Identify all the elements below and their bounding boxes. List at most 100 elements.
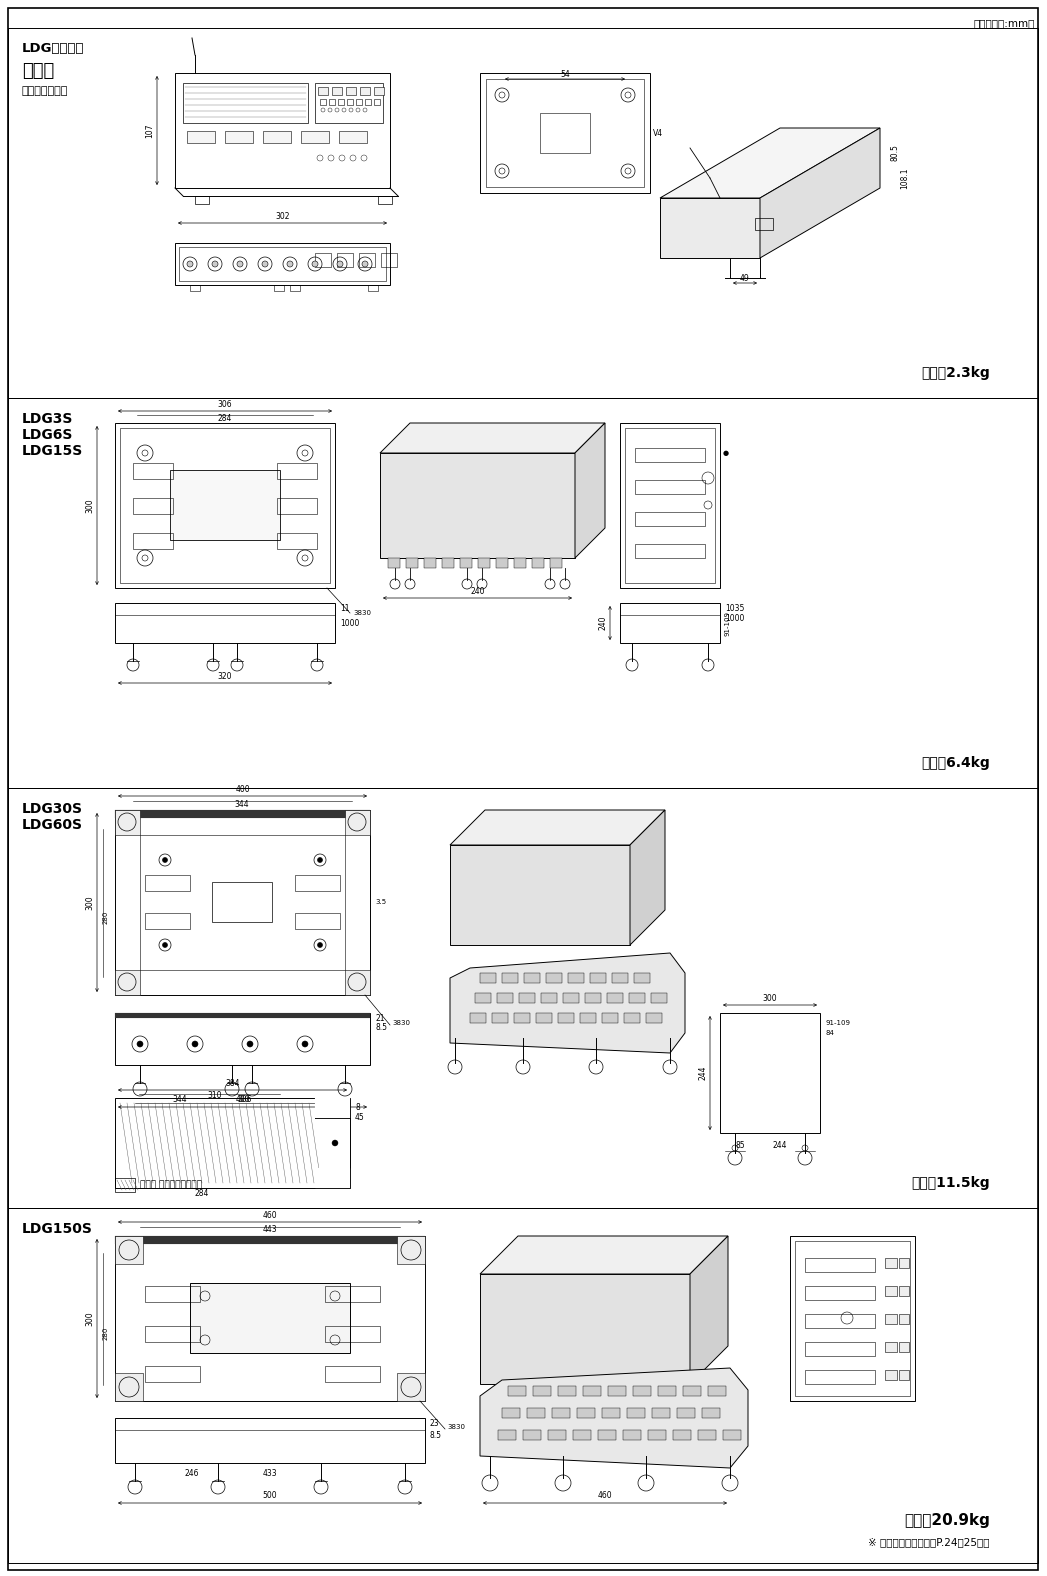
Circle shape <box>162 857 168 862</box>
Bar <box>658 1385 676 1396</box>
Bar <box>318 87 328 95</box>
Bar <box>320 99 326 106</box>
Text: 460: 460 <box>263 1210 277 1220</box>
Bar <box>577 1407 595 1418</box>
Bar <box>115 1236 425 1401</box>
Text: 280: 280 <box>103 911 109 924</box>
Bar <box>585 993 601 1002</box>
Bar <box>295 913 340 928</box>
Text: 400: 400 <box>236 1095 250 1105</box>
Circle shape <box>162 942 168 947</box>
Bar <box>8 1207 1038 1563</box>
Text: LDG3S: LDG3S <box>22 411 73 426</box>
Bar <box>623 1429 641 1440</box>
Polygon shape <box>478 558 490 567</box>
Polygon shape <box>424 558 436 567</box>
Bar <box>558 1385 576 1396</box>
Circle shape <box>362 262 367 266</box>
Bar <box>486 79 644 188</box>
Bar <box>475 993 491 1002</box>
Bar <box>790 1236 915 1401</box>
Bar <box>144 1325 200 1343</box>
Text: 320: 320 <box>218 671 232 681</box>
Bar <box>899 1370 909 1381</box>
Circle shape <box>192 1042 198 1046</box>
Bar <box>885 1314 897 1324</box>
Bar <box>190 1283 350 1354</box>
Text: 91-109: 91-109 <box>725 610 731 635</box>
Polygon shape <box>480 1236 728 1273</box>
Bar <box>602 1407 620 1418</box>
Bar <box>583 1385 601 1396</box>
Polygon shape <box>690 1236 728 1384</box>
Bar <box>187 131 215 143</box>
Text: ●: ● <box>723 451 729 455</box>
Bar <box>723 1429 741 1440</box>
Bar <box>608 1385 626 1396</box>
Bar <box>381 254 397 266</box>
Text: 重さ：11.5kg: 重さ：11.5kg <box>911 1176 990 1190</box>
Bar <box>144 1286 200 1302</box>
Bar <box>115 1373 143 1401</box>
Bar <box>527 1407 545 1418</box>
Text: 300: 300 <box>86 895 94 909</box>
Bar <box>290 285 300 292</box>
Bar <box>708 1385 726 1396</box>
Bar <box>795 1240 910 1396</box>
Text: 3830: 3830 <box>353 610 371 616</box>
Text: 表示部: 表示部 <box>22 61 54 80</box>
Text: 344: 344 <box>173 1095 187 1105</box>
Bar <box>634 481 705 493</box>
Bar <box>325 1366 380 1382</box>
Bar <box>115 1177 135 1191</box>
Bar <box>397 1236 425 1264</box>
Bar <box>591 972 606 983</box>
Text: （寸法単位:mm）: （寸法単位:mm） <box>974 17 1035 28</box>
Polygon shape <box>442 558 454 567</box>
Text: 108.1: 108.1 <box>900 167 909 189</box>
Bar <box>612 972 628 983</box>
Bar <box>211 883 272 922</box>
Text: 3830: 3830 <box>447 1425 465 1429</box>
Polygon shape <box>380 452 575 558</box>
Bar <box>634 512 705 526</box>
Bar <box>627 1407 645 1418</box>
Bar <box>634 972 650 983</box>
Bar <box>277 498 317 514</box>
Bar <box>115 810 140 835</box>
Bar <box>548 1429 566 1440</box>
Circle shape <box>187 262 193 266</box>
Bar <box>179 247 386 281</box>
Polygon shape <box>450 953 685 1053</box>
Text: 500: 500 <box>263 1491 277 1500</box>
Text: LDG15S: LDG15S <box>22 444 84 459</box>
Bar <box>480 72 650 192</box>
Bar <box>536 1013 552 1023</box>
Text: 107: 107 <box>146 123 155 137</box>
Bar <box>315 84 383 123</box>
Circle shape <box>337 262 343 266</box>
Bar <box>598 1429 616 1440</box>
Bar <box>378 195 392 203</box>
Bar <box>563 993 579 1002</box>
Circle shape <box>211 262 218 266</box>
Circle shape <box>302 1042 308 1046</box>
Polygon shape <box>496 558 508 567</box>
Bar <box>899 1343 909 1352</box>
Circle shape <box>137 1042 143 1046</box>
Bar <box>607 993 623 1002</box>
Bar <box>263 131 291 143</box>
Text: 1000: 1000 <box>725 613 744 623</box>
Bar <box>115 1013 370 1018</box>
Bar <box>8 399 1038 788</box>
Bar <box>115 422 335 588</box>
Circle shape <box>332 1139 338 1146</box>
Polygon shape <box>380 422 605 452</box>
Bar <box>144 875 190 890</box>
Text: 244: 244 <box>698 1065 708 1080</box>
Bar <box>524 972 540 983</box>
Polygon shape <box>388 558 400 567</box>
Bar <box>170 470 280 541</box>
Circle shape <box>317 942 322 947</box>
Circle shape <box>312 262 318 266</box>
